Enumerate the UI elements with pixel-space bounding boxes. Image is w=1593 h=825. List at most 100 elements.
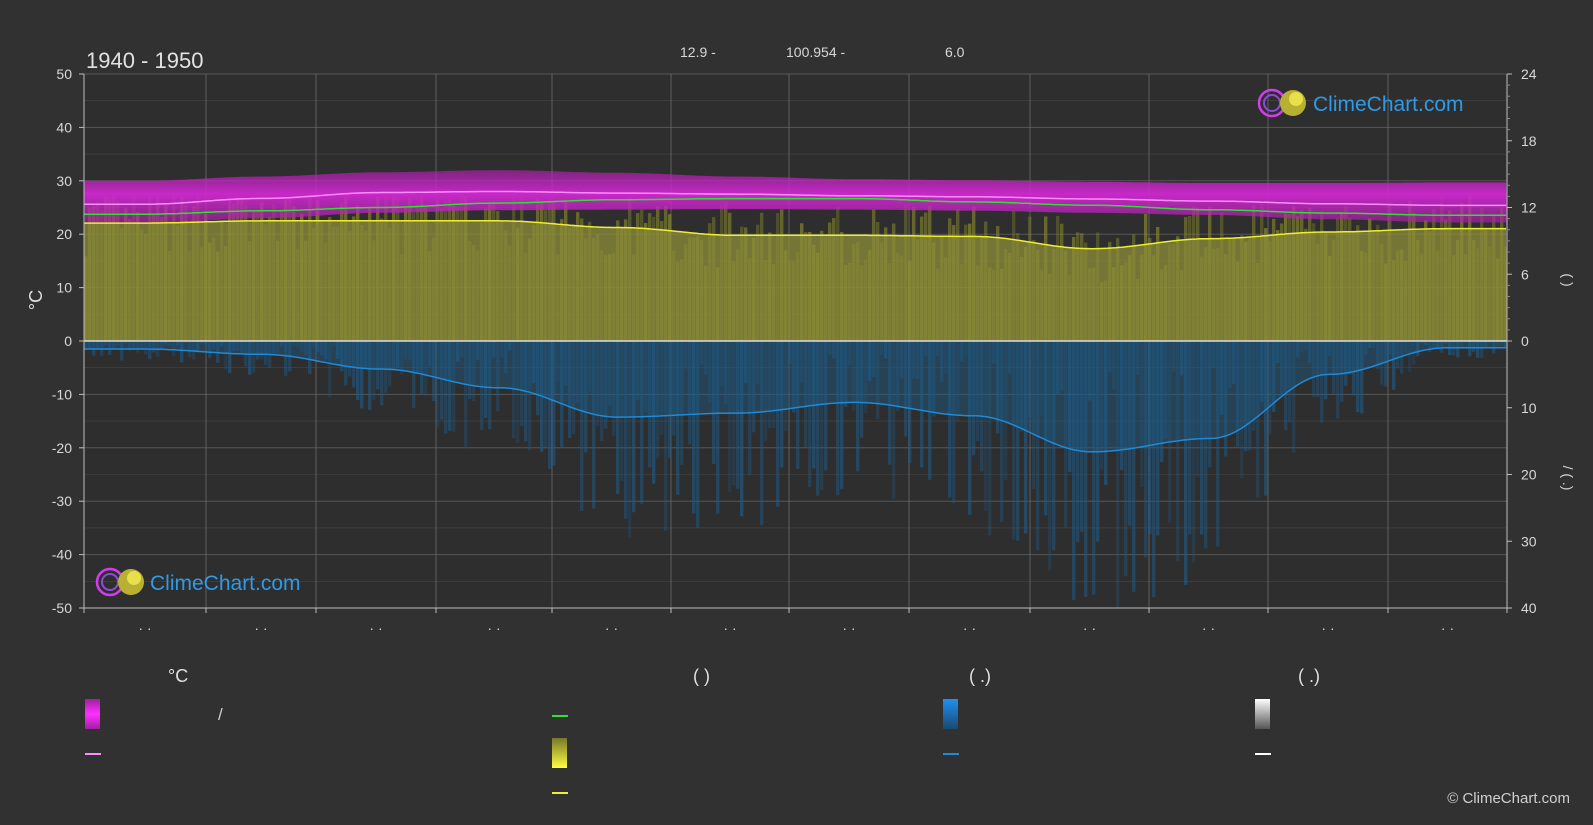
- rain-daily-bar: [1160, 341, 1164, 463]
- rain-daily-bar: [1496, 341, 1500, 346]
- rain-daily-bar: [368, 341, 372, 410]
- rain-daily-bar: [532, 341, 536, 383]
- rain-daily-bar: [344, 341, 348, 386]
- sunshine-area: [84, 220, 1507, 341]
- rain-daily-bar: [580, 341, 584, 512]
- rain-daily-bar: [1312, 341, 1316, 398]
- rain-daily-bar: [208, 341, 212, 359]
- month-label: · ·: [254, 620, 267, 636]
- rain-daily-bar: [1072, 341, 1076, 600]
- rain-daily-bar: [308, 341, 312, 375]
- logo-text: ClimeChart.com: [150, 572, 301, 595]
- right-axis-rain-unit: / ( .): [1560, 466, 1576, 491]
- rain-daily-bar: [592, 341, 596, 509]
- rain-daily-bar: [796, 341, 800, 469]
- rain-daily-bar: [420, 341, 424, 394]
- rain-daily-bar: [304, 341, 308, 355]
- series-lines: [84, 190, 1506, 453]
- rain-daily-bar: [1252, 341, 1256, 431]
- rain-daily-bar: [1308, 341, 1312, 364]
- rain-daily-bar: [460, 341, 464, 358]
- rain-daily-bar: [924, 341, 928, 356]
- longitude-readout: 100.954 -: [786, 44, 845, 60]
- month-label: · ·: [842, 620, 855, 636]
- rain-daily-bar: [788, 341, 792, 365]
- rain-daily-bar: [932, 341, 936, 417]
- rain-daily-bar: [884, 341, 888, 359]
- rain-daily-bar: [760, 341, 764, 526]
- legend-temp-range-label: /: [218, 705, 223, 724]
- rain-daily-bar: [1444, 341, 1448, 344]
- rain-daily-bar: [832, 341, 836, 359]
- rain-daily-bar: [356, 341, 360, 401]
- rain-daily-bar: [496, 341, 500, 412]
- rain-daily-bar: [1128, 341, 1132, 526]
- left-tick-label: -40: [52, 547, 72, 563]
- rain-daily-bar: [132, 341, 136, 350]
- rain-daily-bar: [1172, 341, 1176, 372]
- rain-daily-bar: [528, 341, 532, 451]
- rain-daily-bar: [860, 341, 864, 438]
- rain-daily-bar: [952, 341, 956, 504]
- rain-daily-bar: [676, 341, 680, 495]
- left-tick-label: 20: [56, 226, 72, 242]
- rain-daily-bar: [908, 341, 912, 463]
- rain-daily-bar: [872, 341, 876, 378]
- rain-daily-bar: [1180, 341, 1184, 376]
- month-label: · ·: [1321, 620, 1334, 636]
- rain-daily-bar: [280, 341, 284, 347]
- rain-daily-bar: [144, 341, 148, 355]
- legend-snow-heading: ( .): [1298, 666, 1320, 686]
- rain-daily-bar: [856, 341, 860, 472]
- rain-daily-bar: [1048, 341, 1052, 571]
- right-tick-label-hours: 0: [1521, 333, 1529, 349]
- rain-daily-bar: [1440, 341, 1444, 353]
- rain-daily-bar: [652, 341, 656, 484]
- rain-daily-bar: [1176, 341, 1180, 562]
- rain-daily-bar: [480, 341, 484, 430]
- rain-daily-bar: [1236, 341, 1240, 447]
- rain-daily-bar: [520, 341, 524, 427]
- rain-daily-bar: [1044, 341, 1048, 516]
- rain-daily-bar: [484, 341, 488, 418]
- daylight-line: [84, 197, 1506, 217]
- precipitation-line: [84, 346, 1506, 453]
- rain-daily-bar: [432, 341, 436, 401]
- rain-daily-bar: [740, 341, 744, 517]
- rain-daily-bar: [688, 341, 692, 445]
- rain-daily-bar: [212, 341, 216, 349]
- month-label: · ·: [1202, 620, 1215, 636]
- month-axis-ticks: · · · · · · · · · · · · · · · · · · · · · · · ·: [83, 608, 1508, 636]
- month-label: · ·: [723, 620, 736, 636]
- rain-daily-bar: [972, 341, 976, 456]
- rain-daily-bar: [160, 341, 164, 350]
- rain-daily-bar: [124, 341, 128, 344]
- rain-daily-bar: [128, 341, 132, 351]
- rain-daily-bar: [1052, 341, 1056, 551]
- rain-daily-bar: [1028, 341, 1032, 418]
- rain-daily-bar: [1068, 341, 1072, 473]
- left-tick-label: -50: [52, 600, 72, 616]
- rain-daily-bar: [1436, 341, 1440, 348]
- rain-daily-bar: [1124, 341, 1128, 577]
- rain-daily-bar: [720, 341, 724, 387]
- right-tick-label-hours: 18: [1521, 133, 1537, 149]
- rain-daily-bar: [336, 341, 340, 359]
- rain-daily-bar: [640, 341, 644, 504]
- rain-daily-bar: [1132, 341, 1136, 592]
- rain-daily-bar: [968, 341, 972, 515]
- rain-daily-bar: [816, 341, 820, 496]
- rain-daily-bar: [736, 341, 740, 489]
- rain-daily-bar: [980, 341, 984, 472]
- rain-daily-bar: [184, 341, 188, 344]
- rain-daily-bar: [1184, 341, 1188, 586]
- rain-daily-bar: [316, 341, 320, 353]
- rain-daily-bar: [1076, 341, 1080, 542]
- logo-icon: [95, 567, 144, 597]
- rain-daily-bar: [180, 341, 184, 363]
- rain-daily-bar: [516, 341, 520, 443]
- legend-temp-range-swatch: [85, 699, 100, 729]
- rain-daily-bar: [1340, 341, 1344, 403]
- rain-daily-bar: [808, 341, 812, 488]
- rain-daily-bar: [1040, 341, 1044, 416]
